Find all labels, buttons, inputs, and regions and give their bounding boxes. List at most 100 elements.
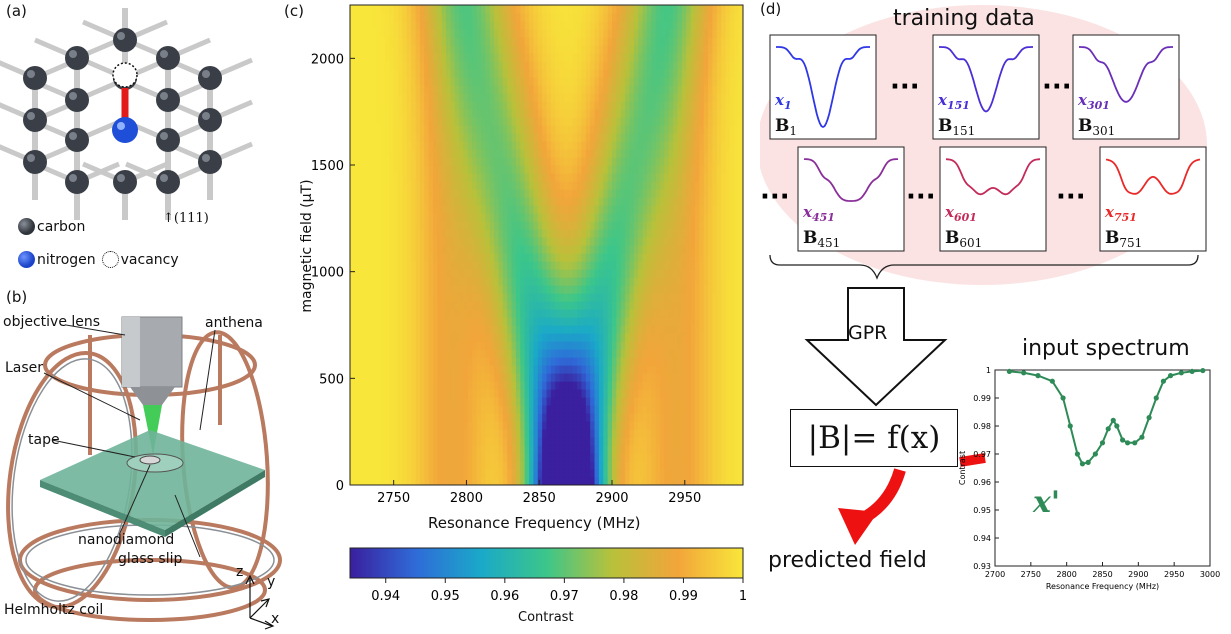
input-x-tick-label: 2950 [1164,570,1184,579]
input-spectrum-point [1178,370,1184,376]
carbon-atom [23,66,47,90]
heatmap-ylabel: magnetic field (μT) [299,179,315,313]
colorbar-label: Contrast [518,610,574,625]
spectrum-curve [1079,46,1173,103]
carbon-atom [23,150,47,174]
input-spectrum-frame [994,369,1211,567]
input-spectrum-title: input spectrum [1022,336,1190,361]
x-tick-label: 2800 [450,491,483,506]
input-spectrum-point [1006,368,1012,374]
axis-y-label: y [267,574,276,590]
y-tick-label: 2000 [311,52,344,67]
carbon-atom [65,46,89,70]
y-tick-label: 500 [319,372,344,387]
nitrogen-atom [112,117,138,143]
input-xlabel: Resonance Frequency (MHz) [1046,582,1159,591]
input-x-tick-label: 2900 [1128,570,1148,579]
carbon-atom [65,170,89,194]
input-spectrum-point [1119,437,1126,443]
input-spectrum-point [1049,378,1055,384]
input-spectrum-point [1189,368,1195,374]
input-spectrum-point [1114,423,1120,429]
carbon-atom [113,170,137,194]
input-y-tick-label: 0.99 [973,394,991,403]
ellipsis-dots: ··· [890,72,920,102]
input-spectrum-point [1160,378,1167,384]
carbon-atom [65,88,89,112]
colorbar [349,547,744,579]
ellipsis-dots: ··· [760,182,790,212]
spectrum-curve [804,158,898,202]
glass-slide-icon [40,430,265,537]
carbon-atom [65,128,89,152]
spectrum-curve [945,158,1041,196]
colorbar-tick-label: 0.97 [550,589,579,604]
input-spectrum-point [1167,373,1174,379]
carbon-atom [156,128,180,152]
input-y-tick-label: 0.94 [973,534,991,543]
carbon-atom [156,170,180,194]
objective-lens-label: objective lens [3,314,101,330]
input-x-tick-label: 2700 [985,570,1005,579]
colorbar-tick-label: 0.95 [431,589,460,604]
input-spectrum-point [1060,395,1066,401]
x-tick-label: 2950 [668,491,701,506]
axis-111-label: ↑(111) [163,211,209,226]
x-tick-label: 2750 [377,491,410,506]
odmr-heatmap: 2750 2800 2850 2900 2950 0 500 1000 1500 2000 0.9… [311,4,747,604]
input-spectrum-point [1092,451,1098,457]
gpr-arrow-icon [804,287,948,407]
ellipsis-dots: ··· [906,182,936,212]
colorbar-tick-label: 0.99 [669,589,698,604]
colorbar-tick-label: 0.94 [371,589,400,604]
panel-c-label: (c) [284,2,304,20]
y-tick-label: 0 [336,479,344,494]
carbon-atom [198,108,222,132]
nv-lattice-diagram [0,8,253,220]
tape-label: tape [28,432,60,448]
input-y-tick-label: 0.93 [973,562,991,571]
colorbar-tick-label: 1 [739,589,747,604]
formula-box: |B|= f(x) [790,409,958,467]
panel-a-label: (a) [6,2,27,20]
legend-carbon-label: carbon [37,218,86,235]
carbon-atom [198,66,222,90]
nitrogen-atom-icon [18,251,35,268]
input-y-tick-label: 0.97 [973,450,991,459]
predicted-field-label: predicted field [768,548,927,573]
input-y-tick-label: 0.96 [973,478,991,487]
input-spectrum-point [1105,426,1111,432]
legend-nitrogen-label: nitrogen [37,251,96,268]
brace [769,254,1199,280]
legend-vacancy-label: vacancy [120,251,179,268]
carbon-atom-icon [18,218,35,235]
ellipsis-dots: ··· [1056,182,1086,212]
input-ylabel: Contrast [958,451,967,485]
x-prime-label: x' [1032,485,1060,520]
input-y-tick-label: 1 [986,366,991,375]
glass-slip-label: glass slip [118,551,183,567]
spectrum-curve [1105,158,1201,195]
objective-lens-icon [121,316,183,405]
x-tick-label: 2900 [595,491,628,506]
input-x-tick-label: 3000 [1200,570,1220,579]
colorbar-tick-label: 0.98 [609,589,638,604]
axis-z-label: z [236,564,244,580]
heatmap-xlabel: Resonance Frequency (MHz) [428,514,641,532]
ellipsis-dots: ··· [1042,72,1072,102]
nanodiamond-label: nanodiamond [78,532,175,548]
input-x-tick-label: 2800 [1056,570,1076,579]
carbon-atom [156,46,180,70]
input-spectrum-point [1200,367,1206,374]
helmholtz-coil-label: Helmholtz coil [4,602,104,618]
input-connector [959,453,986,467]
input-spectrum-point [1021,370,1027,376]
carbon-atom [156,88,180,112]
setup-illustration [6,316,282,630]
input-y-tick-label: 0.95 [973,506,991,515]
